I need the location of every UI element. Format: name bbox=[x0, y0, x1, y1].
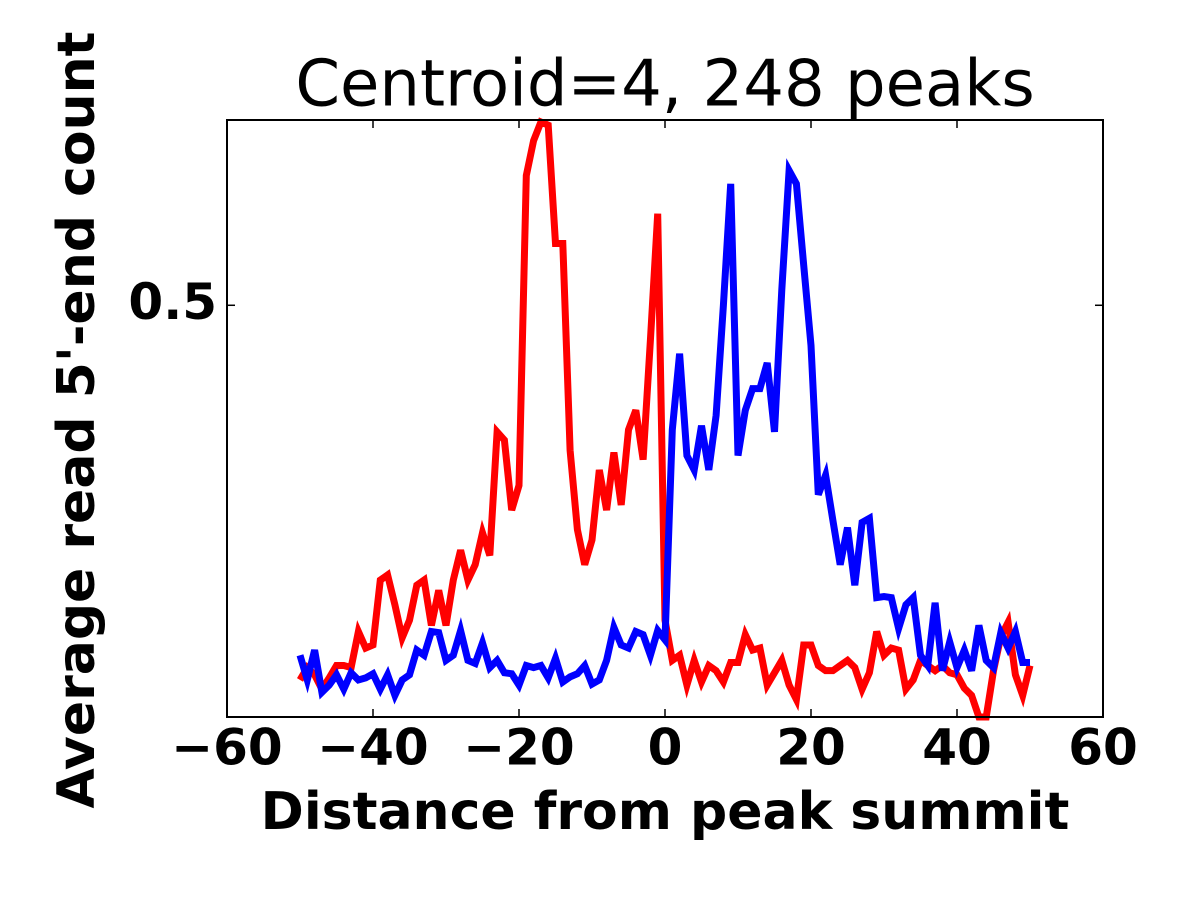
y-axis-label: Average read 5'-end count bbox=[47, 32, 107, 809]
x-tick-label: 60 bbox=[1068, 719, 1138, 777]
x-tick-label: 0 bbox=[648, 719, 683, 777]
x-tick-label: −40 bbox=[317, 719, 428, 777]
chart-title: Centroid=4, 248 peaks bbox=[295, 48, 1034, 122]
x-tick-label: 40 bbox=[922, 719, 992, 777]
x-tick-label: −20 bbox=[463, 719, 574, 777]
data-line bbox=[296, 158, 1030, 705]
x-tick-label: −60 bbox=[171, 719, 282, 777]
x-axis-label: Distance from peak summit bbox=[261, 782, 1070, 842]
x-tick-label: 20 bbox=[776, 719, 846, 777]
y-tick-label: 0.5 bbox=[128, 273, 217, 331]
